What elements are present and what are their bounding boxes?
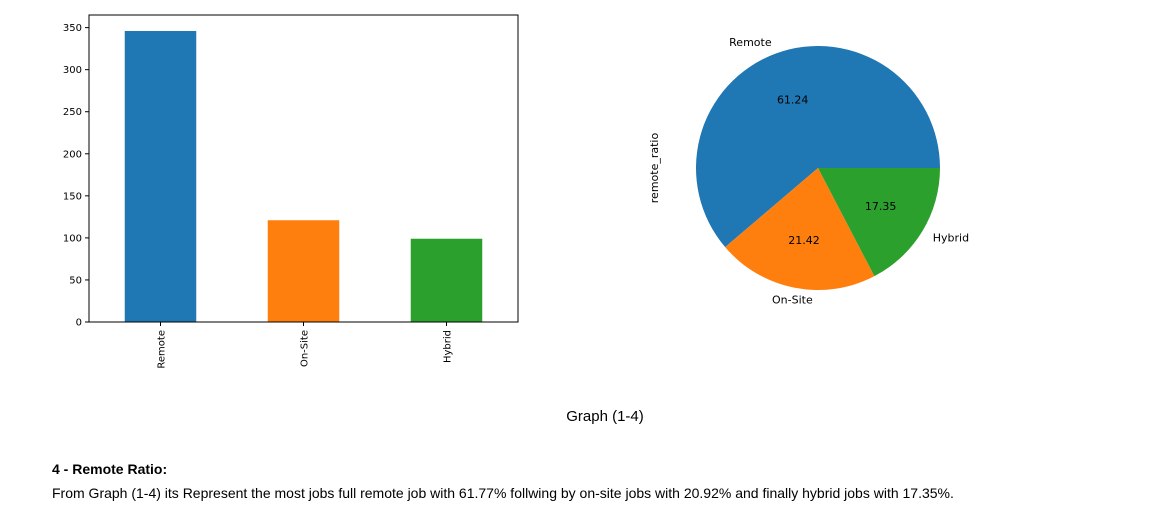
y-tick-label: 150 xyxy=(63,191,82,202)
y-tick-label: 100 xyxy=(63,233,82,244)
x-tick-label: On-Site xyxy=(300,330,311,367)
y-tick-label: 50 xyxy=(69,275,82,286)
bar-on-site xyxy=(267,220,340,322)
y-tick-label: 250 xyxy=(63,107,82,118)
pie-slice-on-site xyxy=(725,168,875,290)
pie-value-label: 21.42 xyxy=(788,234,820,247)
bar-hybrid xyxy=(410,238,483,322)
y-tick-label: 0 xyxy=(76,318,82,329)
pie-category-label: Hybrid xyxy=(933,232,969,245)
x-tick-label: Remote xyxy=(157,330,168,369)
pie-category-label: Remote xyxy=(729,36,772,49)
pie-value-label: 61.24 xyxy=(777,93,809,106)
section-heading: 4 - Remote Ratio: xyxy=(52,461,168,477)
bar-chart: 0 50 100 150 200 250 300 350 Remote On-Site Hybri… xyxy=(63,14,519,369)
pie-category-label: On-Site xyxy=(772,294,813,307)
y-tick-label: 350 xyxy=(63,23,82,34)
pie-y-axis-label: remote_ratio xyxy=(648,133,661,204)
x-tick-label: Hybrid xyxy=(443,330,454,363)
pie-chart: remote_ratio Remote 61.24 On-Site 21.42 Hybr… xyxy=(648,36,969,307)
pie-value-label: 17.35 xyxy=(865,200,897,213)
figure-caption: Graph (1-4) xyxy=(566,408,644,425)
section-body-text: From Graph (1-4) its Represent the most … xyxy=(52,485,954,501)
pie-slice-remote xyxy=(696,46,940,248)
y-tick-label: 300 xyxy=(63,65,82,76)
pie-slice-hybrid xyxy=(818,168,940,277)
bar-remote xyxy=(124,30,197,322)
bar-chart-frame xyxy=(88,14,519,323)
y-tick-label: 200 xyxy=(63,149,82,160)
